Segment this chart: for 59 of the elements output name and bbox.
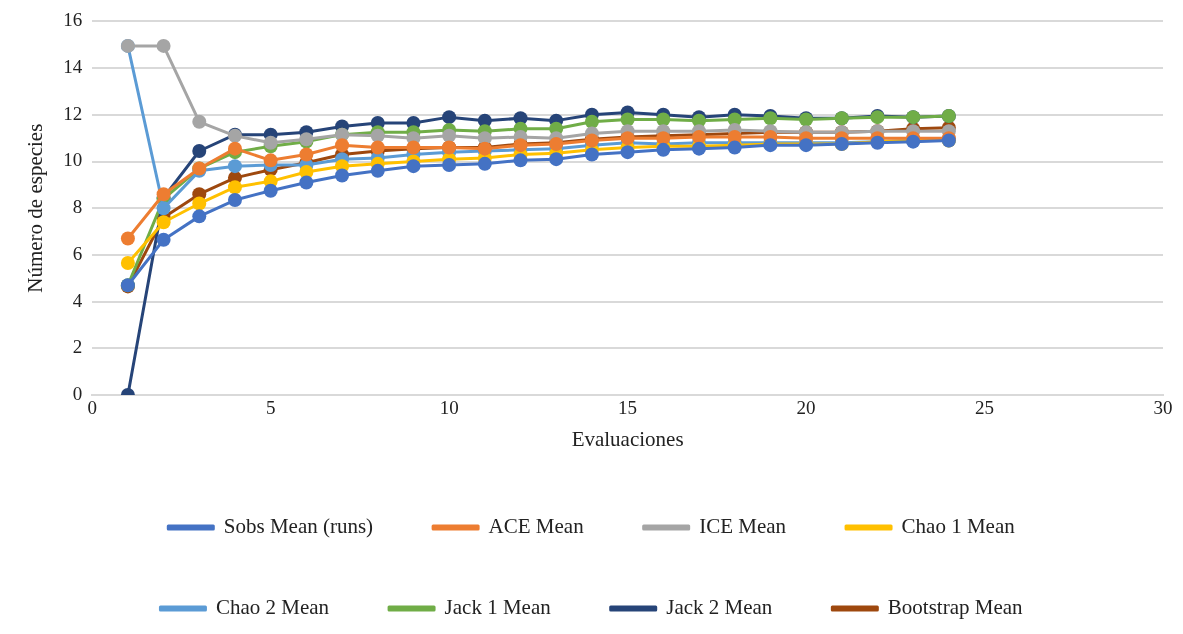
point	[584, 147, 599, 162]
legend-label: Sobs Mean (runs)	[223, 514, 374, 539]
legend-label: ACE Mean	[488, 514, 585, 539]
point	[442, 110, 457, 125]
x-tick-label: 5	[265, 397, 276, 419]
point	[370, 163, 385, 178]
point	[227, 141, 242, 156]
y-tick-label: 0	[72, 382, 83, 404]
y-tick-label: 14	[63, 56, 83, 78]
point	[192, 143, 207, 158]
point	[620, 145, 635, 160]
x-tick-label: 0	[87, 397, 97, 419]
y-tick-label: 2	[72, 336, 83, 358]
point	[584, 114, 599, 129]
x-tick-label: 10	[439, 397, 459, 419]
point	[299, 147, 314, 162]
point	[370, 140, 385, 155]
legend-label: Jack 1 Mean	[444, 595, 552, 620]
y-tick-label: 16	[63, 9, 83, 31]
x-tick-label: 25	[975, 397, 995, 419]
legend-label: Bootstrap Mean	[887, 595, 1024, 620]
point	[192, 209, 207, 224]
point	[263, 135, 278, 150]
y-tick-label: 10	[63, 149, 83, 171]
point	[227, 193, 242, 208]
legend-label: Chao 2 Mean	[215, 595, 330, 620]
y-axis-title: Número de especies	[23, 123, 48, 293]
point	[335, 168, 350, 183]
point	[477, 156, 492, 171]
point	[620, 112, 635, 127]
point	[549, 152, 564, 167]
point	[156, 232, 171, 247]
x-axis-title: Evaluaciones	[571, 426, 684, 451]
point	[192, 196, 207, 211]
legend-label: ICE Mean	[699, 514, 787, 539]
point	[442, 158, 457, 172]
y-tick-label: 4	[72, 289, 83, 311]
x-tick-label: 20	[796, 397, 816, 419]
point	[335, 138, 350, 153]
point	[192, 114, 207, 129]
point	[227, 180, 242, 195]
x-tick-label: 15	[618, 397, 638, 419]
point	[120, 256, 135, 271]
x-tick-label: 30	[1153, 397, 1173, 419]
point	[299, 175, 314, 190]
point	[442, 128, 457, 143]
point	[406, 159, 421, 174]
legend-label: Jack 2 Mean	[666, 595, 773, 620]
point	[120, 231, 135, 246]
point	[263, 183, 278, 198]
point	[263, 153, 278, 168]
point	[513, 153, 528, 168]
y-tick-label: 8	[72, 196, 83, 218]
legend-label: Chao 1 Mean	[901, 514, 1016, 539]
point	[156, 38, 171, 53]
y-tick-label: 6	[72, 242, 83, 264]
point	[656, 112, 671, 127]
y-tick-label: 12	[63, 102, 83, 124]
point	[227, 159, 242, 174]
